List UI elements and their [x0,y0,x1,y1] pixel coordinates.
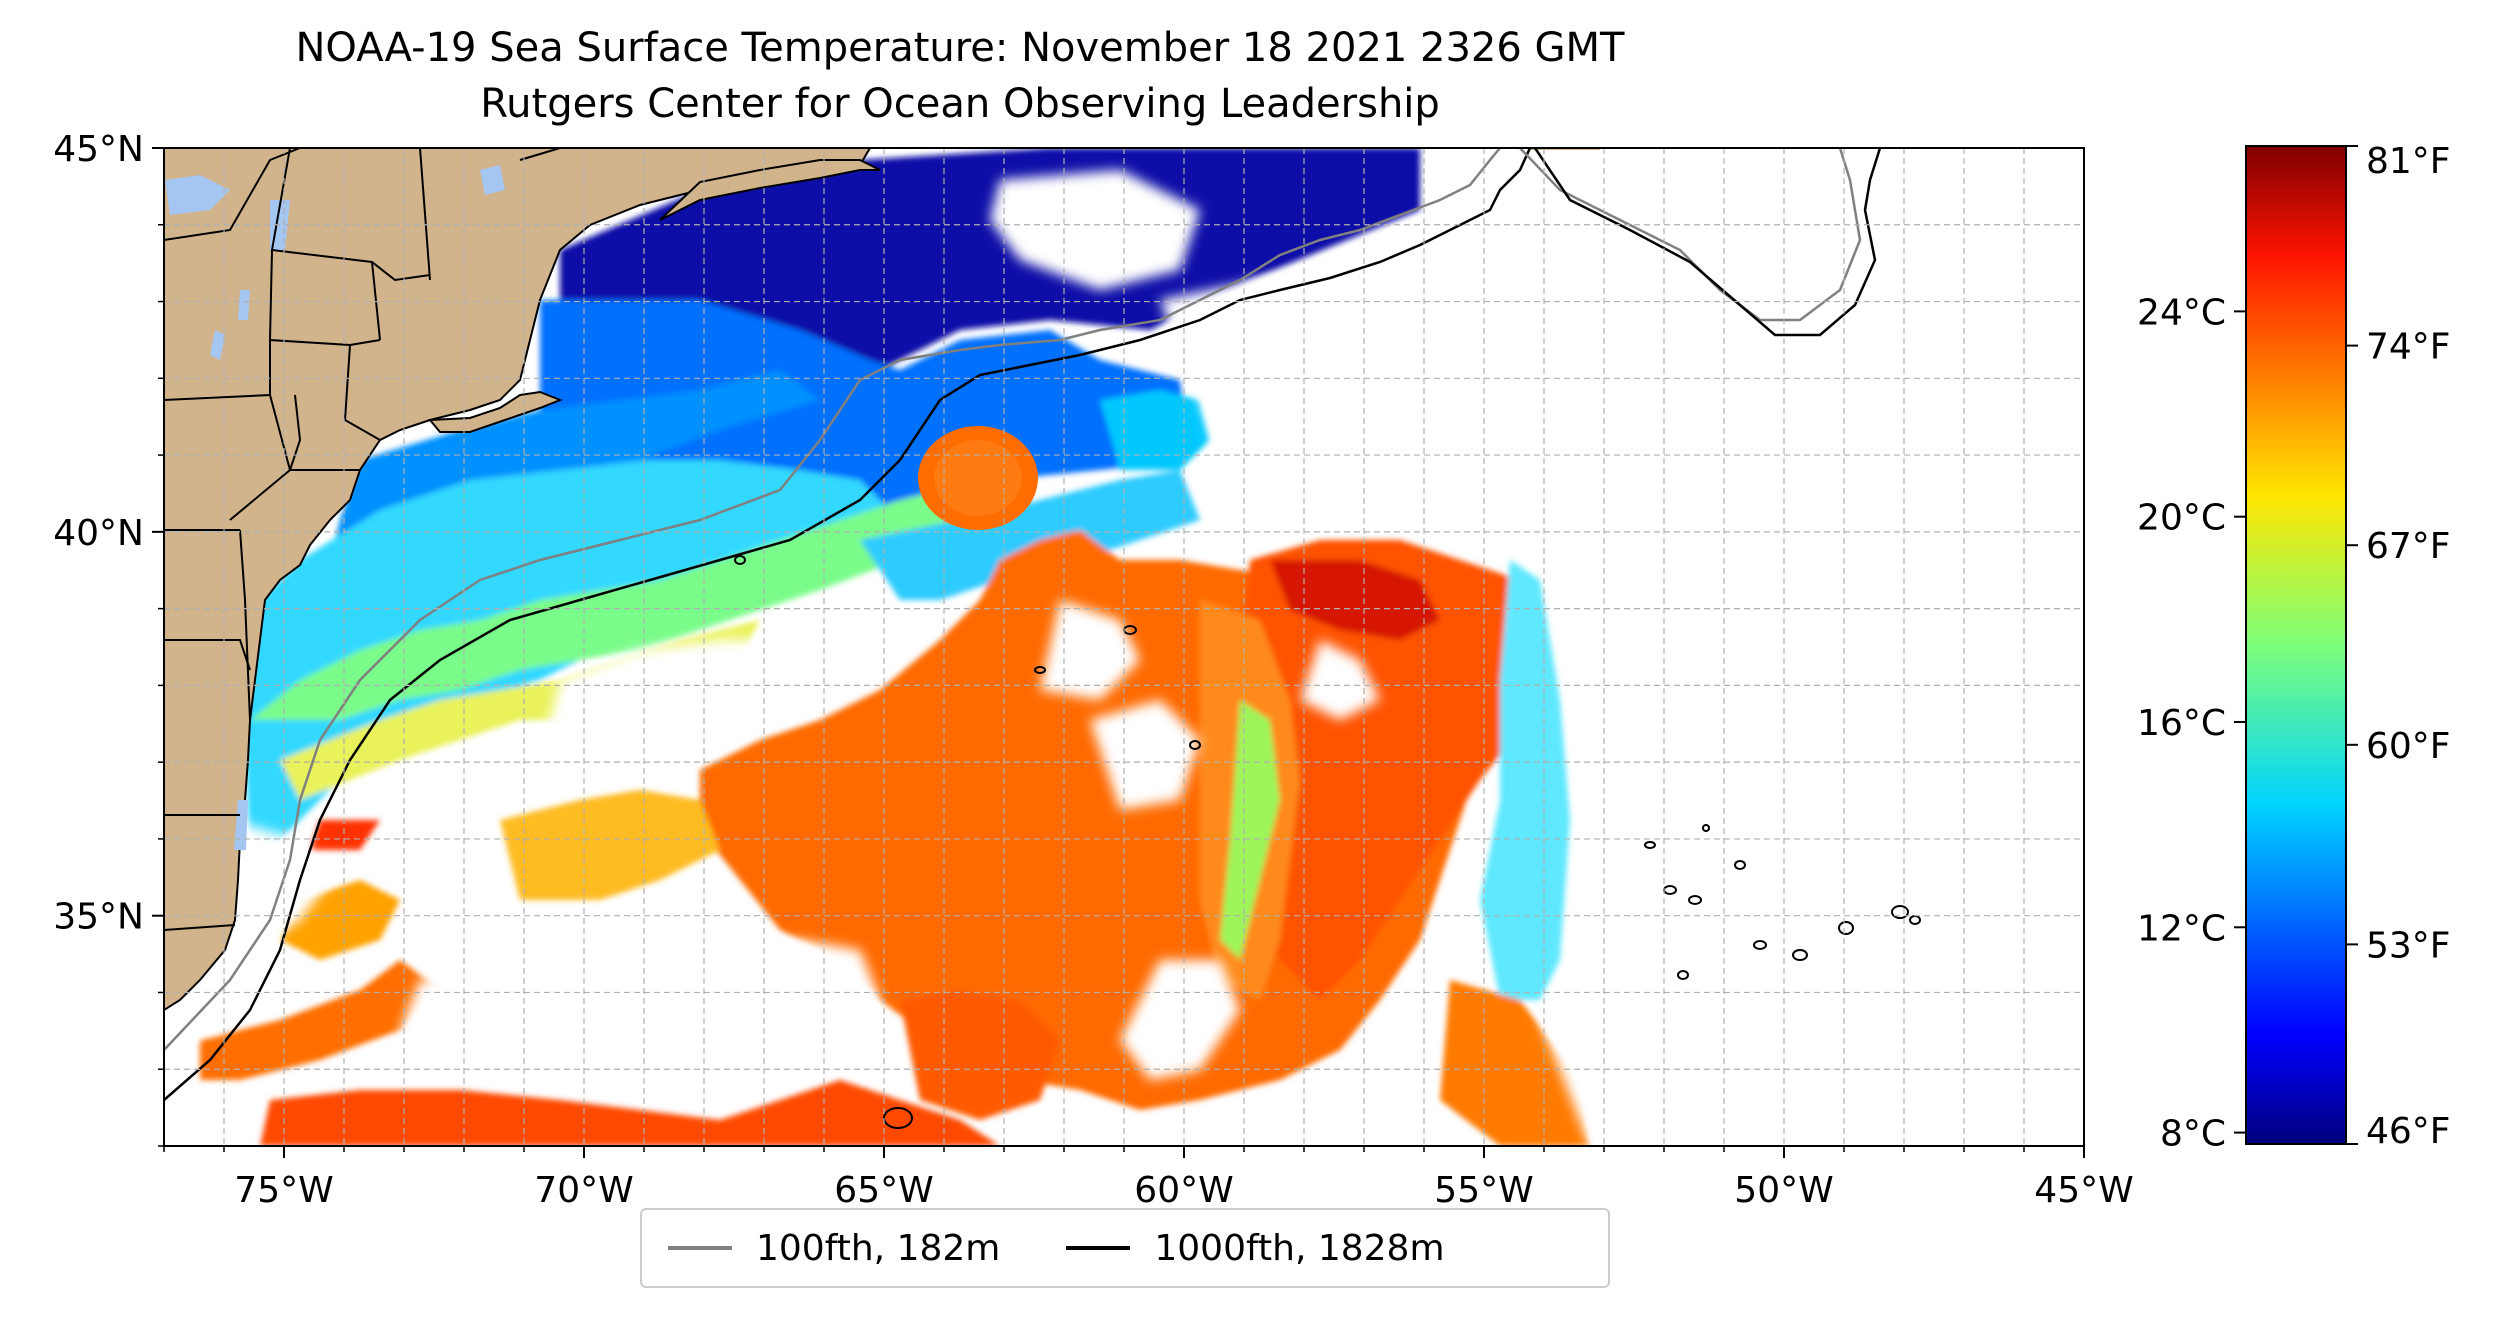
f-tick-label: 81°F [2366,141,2451,182]
legend-label-1000fth: 1000fth, 1828m [1154,1227,1445,1269]
lon-tick-label: 55°W [1434,1170,1533,1211]
map-title: NOAA-19 Sea Surface Temperature: Novembe… [295,25,1625,71]
c-tick-label: 16°C [2137,703,2226,744]
f-tick-label: 53°F [2366,925,2451,966]
c-tick-label: 12°C [2137,908,2226,949]
lon-tick-label: 70°W [534,1170,633,1211]
lat-tick-label: 35°N [53,897,144,938]
c-tick-label: 20°C [2137,498,2226,539]
c-tick-label: 24°C [2137,292,2226,333]
long-island [427,390,563,433]
f-tick-label: 67°F [2366,526,2451,567]
c-tick-label: 8°C [2160,1114,2226,1155]
f-tick-label: 46°F [2366,1111,2451,1152]
lon-tick-label: 75°W [234,1170,333,1211]
gridlines [164,148,2084,1146]
map-subtitle: Rutgers Center for Ocean Observing Leade… [480,81,1440,127]
legend-line-gray [668,1246,732,1250]
colorbar-ticks: 81°F 74°F 67°F 60°F 53°F 46°F 24°C 20°C 16°C 12°C… [2137,141,2450,1155]
isobath-legend: 100fth, 182m 1000fth, 1828m [640,1208,1610,1288]
legend-label-100fth: 100fth, 182m [756,1227,1001,1269]
isobath-100fth [164,148,1501,1051]
lon-tick-label: 45°W [2034,1170,2133,1211]
latitude-axis: 45°N 40°N 35°N [53,129,164,1147]
legend-line-black [1066,1246,1131,1250]
lat-tick-label: 40°N [53,513,144,554]
lon-tick-label: 65°W [834,1170,933,1211]
lon-tick-label: 60°W [1134,1170,1233,1211]
seamounts [734,555,1921,1129]
legend-item-100fth: 100fth, 182m [668,1228,1000,1269]
lon-tick-label: 50°W [1734,1170,1833,1211]
legend-item-1000fth: 1000fth, 1828m [1066,1227,1445,1269]
longitude-axis: 75°W 70°W 65°W 60°W 55°W 50°W 45°W [163,1146,2134,1211]
f-tick-label: 74°F [2366,327,2451,368]
isobath-1000fth [164,148,1532,1101]
colorbar [2245,145,2347,1145]
lat-tick-label: 45°N [53,129,144,170]
f-tick-label: 60°F [2366,726,2451,767]
